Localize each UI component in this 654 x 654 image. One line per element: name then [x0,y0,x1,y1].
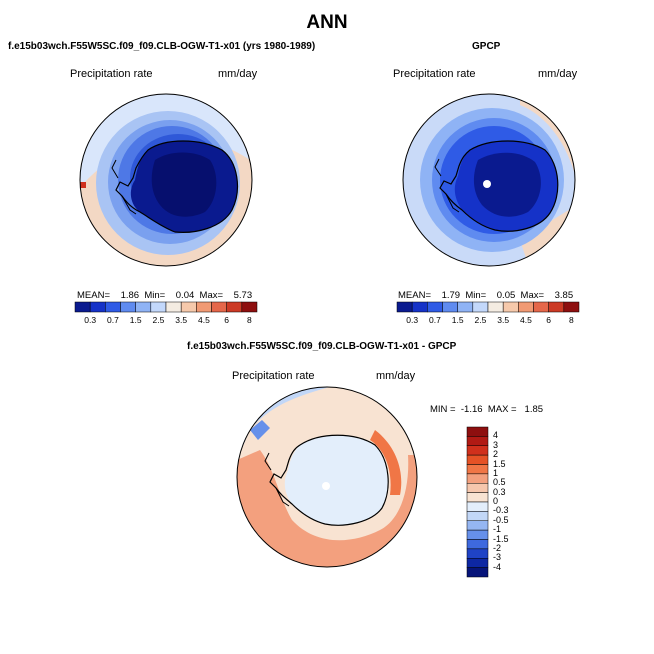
obs-colorbar-tick-label: 0.7 [428,315,441,325]
obs-colorbar-box [548,301,565,313]
diff-colorbar-box [466,501,489,512]
obs-colorbar-box [487,301,504,313]
diff-colorbar-tick-label: 0.3 [493,486,506,497]
diff-colorbar [466,426,489,578]
model-colorbar-tick-label: 0.3 [84,315,97,325]
model-colorbar-tick-label: 4.5 [197,315,210,325]
model-colorbar-box [105,301,121,313]
diff-variable-label: Precipitation rate [232,370,315,382]
diff-panel-title: f.e15b03wch.F55W5SC.f09_f09.CLB-OGW-T1-x… [187,341,457,352]
diff-colorbar-box [466,539,489,550]
diff-colorbar-box [466,548,489,559]
diff-colorbar-tick-label: -1.5 [493,533,509,544]
obs-polar-map [403,94,575,266]
diff-stats: MIN = -1.16 MAX = 1.85 [430,404,544,415]
model-colorbar-box [74,301,91,313]
obs-colorbar [396,301,580,313]
diff-colorbar-tick-label: -2 [493,542,502,553]
model-colorbar-box [180,301,197,313]
obs-panel-title: GPCP [472,41,501,52]
model-colorbar-box [165,301,182,313]
obs-colorbar-box [442,301,458,313]
model-colorbar-tick-label: 2.5 [152,315,165,325]
diff-map-border [236,386,418,568]
model-polar-map [80,94,252,266]
obs-colorbar-box [533,301,549,313]
obs-colorbar-tick-label: 4.5 [519,315,532,325]
obs-colorbar-box [427,301,443,313]
diff-units-label: mm/day [376,370,416,382]
diff-colorbar-box [466,511,489,521]
diff-colorbar-box [466,436,489,446]
model-panel-title: f.e15b03wch.F55W5SC.f09_f09.CLB-OGW-T1-x… [8,41,316,52]
diff-colorbar-box [466,567,489,578]
diff-colorbar-box [466,483,489,493]
diff-colorbar-box [466,558,489,568]
obs-colorbar-box [563,301,580,313]
obs-variable-label: Precipitation rate [393,68,476,80]
model-colorbar [74,301,258,313]
obs-colorbar-tick-label: 1.5 [451,315,464,325]
diff-polar-map [237,387,417,567]
obs-stats: MEAN= 1.79 Min= 0.05 Max= 3.85 [398,290,574,301]
model-colorbar-box [211,301,227,313]
diff-colorbar-box [466,445,489,456]
obs-colorbar-box [457,301,474,313]
diff-colorbar-box [466,520,489,531]
obs-colorbar-box [472,301,489,313]
obs-map-border [402,93,576,267]
model-colorbar-tick-label: 3.5 [175,315,188,325]
diff-colorbar-tick-label: 0 [493,496,499,506]
model-colorbar-box [120,301,136,313]
model-colorbar-box [89,301,106,313]
diff-colorbar-tick-label: -3 [493,552,502,563]
diff-colorbar-box [466,529,489,540]
model-stats: MEAN= 1.86 Min= 0.04 Max= 5.73 [77,290,253,301]
model-colorbar-tick-label: 8 [247,315,252,325]
obs-colorbar-tick-label: 0.3 [406,315,419,325]
diff-colorbar-tick-label: 1 [493,467,499,478]
diff-colorbar-tick-label: -1 [493,524,502,535]
diff-colorbar-tick-label: -4 [493,561,502,572]
model-colorbar-tick-label: 6 [224,315,230,325]
diff-colorbar-box [466,473,489,484]
figure-title: ANN [306,12,348,33]
obs-colorbar-box [396,301,413,313]
model-colorbar-box [150,301,167,313]
diff-colorbar-tick-label: -0.5 [493,514,509,525]
diff-colorbar-box [466,492,489,503]
diff-colorbar-tick-label: 2 [493,449,499,460]
obs-units-label: mm/day [538,68,578,80]
model-colorbar-tick-label: 0.7 [106,315,119,325]
obs-colorbar-box [411,301,428,313]
model-variable-label: Precipitation rate [70,68,153,80]
diff-colorbar-box [466,464,489,475]
model-colorbar-box [226,301,243,313]
model-colorbar-box [196,301,212,313]
diff-colorbar-tick-label: 3 [493,439,499,450]
obs-colorbar-tick-label: 6 [546,315,552,325]
model-colorbar-box [241,301,258,313]
obs-colorbar-tick-label: 3.5 [497,315,510,325]
diff-colorbar-tick-label: 1.5 [493,458,506,469]
model-units-label: mm/day [218,68,258,80]
diff-colorbar-tick-label: 4 [493,430,499,441]
model-colorbar-box [135,301,152,313]
obs-colorbar-tick-label: 2.5 [474,315,487,325]
model-colorbar-tick-label: 1.5 [129,315,142,325]
diff-colorbar-box [466,454,489,465]
diff-colorbar-tick-label: -0.3 [493,505,509,516]
obs-colorbar-box [518,301,534,313]
model-map-border [79,93,253,267]
diff-colorbar-box [466,426,489,437]
diff-colorbar-tick-label: 0.5 [493,477,506,488]
obs-colorbar-tick-label: 8 [569,315,574,325]
obs-colorbar-box [502,301,519,313]
